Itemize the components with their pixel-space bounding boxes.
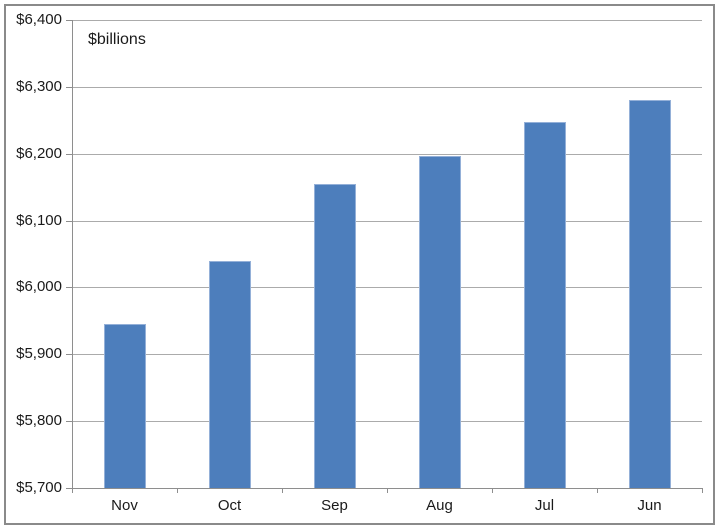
gridline-6400 — [72, 20, 702, 21]
y-axis-tick-label: $5,900 — [16, 345, 62, 362]
y-axis-tick-mark — [66, 421, 72, 422]
x-axis-category-label: Jul — [534, 497, 555, 514]
y-axis-tick-label: $5,700 — [16, 479, 62, 496]
x-axis-line — [72, 488, 702, 489]
y-axis-tick-mark — [66, 20, 72, 21]
bar-jun — [629, 100, 671, 488]
bar-sep — [314, 184, 356, 488]
bar-jul — [524, 122, 566, 488]
x-axis-tick-mark — [492, 488, 493, 493]
x-axis-category-label: Sep — [321, 497, 348, 514]
y-axis-tick-mark — [66, 287, 72, 288]
y-axis-tick-label: $6,200 — [16, 145, 62, 162]
x-axis-category-label: Aug — [426, 497, 453, 514]
y-axis-tick-mark — [66, 154, 72, 155]
bar-oct — [209, 261, 251, 488]
x-axis-tick-mark — [72, 488, 73, 493]
y-axis-tick-label: $6,300 — [16, 78, 62, 95]
y-axis-tick-mark — [66, 354, 72, 355]
x-axis-category-label: Jun — [637, 497, 662, 514]
gridline-6200 — [72, 154, 702, 155]
x-axis-tick-mark — [177, 488, 178, 493]
y-axis-tick-label: $6,400 — [16, 11, 62, 28]
x-axis-tick-mark — [702, 488, 703, 493]
gridline-6000 — [72, 287, 702, 288]
y-axis-tick-label: $6,100 — [16, 212, 62, 229]
y-axis-tick-mark — [66, 87, 72, 88]
gridline-5900 — [72, 354, 702, 355]
gridline-6300 — [72, 87, 702, 88]
x-axis-category-label: Oct — [217, 497, 242, 514]
y-axis-tick-mark — [66, 488, 72, 489]
y-axis-tick-mark — [66, 221, 72, 222]
x-axis-tick-mark — [387, 488, 388, 493]
x-axis-tick-mark — [597, 488, 598, 493]
bar-nov — [104, 324, 146, 488]
x-axis-tick-mark — [282, 488, 283, 493]
x-axis-category-label: Nov — [111, 497, 138, 514]
bar-aug — [419, 156, 461, 488]
gridline-5800 — [72, 421, 702, 422]
units-label: $billions — [88, 31, 146, 48]
y-axis-line — [72, 20, 73, 489]
y-axis-tick-label: $6,000 — [16, 278, 62, 295]
y-axis-tick-label: $5,800 — [16, 412, 62, 429]
gridline-6100 — [72, 221, 702, 222]
